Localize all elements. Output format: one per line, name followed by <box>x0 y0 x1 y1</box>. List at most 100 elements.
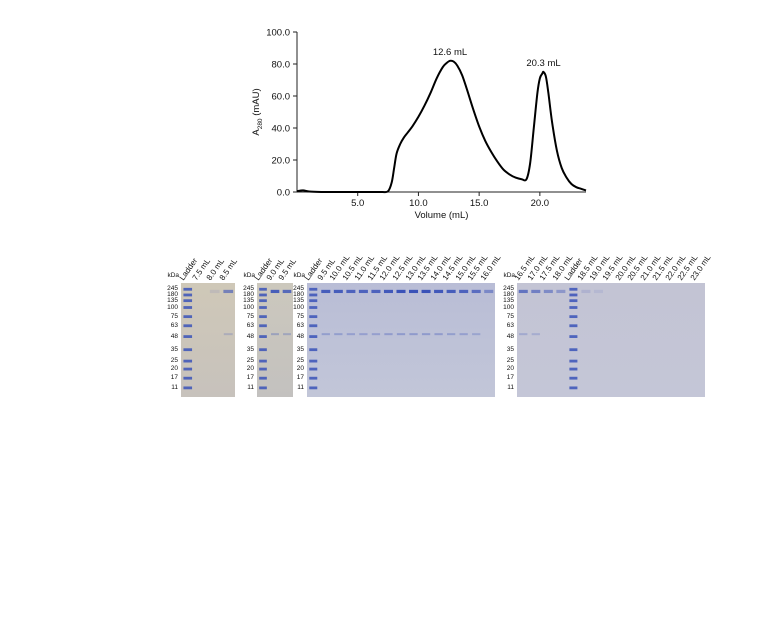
sample-band <box>543 289 553 294</box>
sample-band <box>409 333 418 336</box>
ladder-band <box>183 335 193 338</box>
kda-marker-label: 135 <box>243 296 254 304</box>
kda-marker-label: 100 <box>293 303 304 311</box>
sample-band <box>333 289 343 294</box>
x-tick-label: 5.0 <box>351 198 364 209</box>
ladder-band <box>259 287 267 291</box>
ladder-band <box>309 324 318 328</box>
sample-band <box>209 289 220 294</box>
gel-image <box>517 283 705 397</box>
sample-band <box>383 289 393 294</box>
chromatogram-trace <box>296 59 587 194</box>
ladder-band <box>259 324 267 328</box>
ladder-band <box>309 386 318 390</box>
ladder-band <box>183 359 193 363</box>
ladder-band <box>183 324 193 328</box>
kda-marker-label: 100 <box>167 303 178 311</box>
ladder-band <box>259 306 267 309</box>
sample-band <box>282 289 292 294</box>
sample-band <box>283 333 291 336</box>
gel-panel-4: kDa 245 180 135 100 75 63 48 35 25 20 17 11 16.5 mL 17… <box>494 250 712 400</box>
gel-panel-3: kDa 245 180 135 100 75 63 48 35 25 20 17 11 Ladder 9.5… <box>285 250 502 400</box>
kda-marker-label: 48 <box>296 332 304 340</box>
ladder-band <box>569 386 578 390</box>
ladder-band <box>569 299 578 303</box>
kda-marker-label: 245 <box>293 285 304 293</box>
sample-band <box>581 289 591 294</box>
ladder-band <box>259 335 267 338</box>
ladder-band <box>183 367 193 371</box>
kda-marker-label: 17 <box>296 374 304 382</box>
ladder-band <box>259 386 267 390</box>
kda-marker-label: 245 <box>243 285 254 293</box>
ladder-band <box>569 293 578 297</box>
ladder-band <box>309 348 318 352</box>
y-axis-title: A280 (mAU) <box>251 88 264 135</box>
kda-marker-label: 180 <box>503 290 514 298</box>
sample-band <box>531 333 540 336</box>
ladder-band <box>569 287 578 291</box>
ladder-band <box>259 348 267 352</box>
kda-marker-label: 35 <box>170 345 178 353</box>
ladder-band <box>309 367 318 371</box>
sample-band <box>472 333 481 336</box>
kda-marker-label: 180 <box>167 290 178 298</box>
sample-band <box>321 289 331 294</box>
kda-marker-label: 17 <box>506 374 514 382</box>
kda-marker-label: 11 <box>171 383 178 391</box>
ladder-band <box>183 299 193 303</box>
gel-panel-1: kDa 245 180 135 100 75 63 48 35 25 20 17 11 Ladder 7.5… <box>158 250 239 400</box>
kda-marker-label: 135 <box>293 296 304 304</box>
kda-marker-label: 75 <box>246 312 254 320</box>
ladder-band <box>309 287 318 291</box>
kda-marker-label: 63 <box>170 321 178 329</box>
kda-marker-label: 48 <box>170 332 178 340</box>
ladder-band <box>259 299 267 303</box>
sample-band <box>371 333 381 336</box>
sample-band <box>446 333 456 336</box>
ladder-band <box>569 359 578 363</box>
sample-band <box>321 333 330 336</box>
ladder-band <box>309 306 318 309</box>
ladder-band <box>183 315 193 319</box>
kda-marker-label: 135 <box>167 296 178 304</box>
kda-marker-label: 63 <box>506 321 514 329</box>
sample-band <box>359 333 368 336</box>
ladder-band <box>309 335 318 338</box>
sample-band <box>409 289 419 294</box>
gel-image <box>257 283 293 397</box>
ladder-band <box>183 376 193 380</box>
kda-unit-label: kDa <box>293 272 305 279</box>
kda-marker-label: 20 <box>296 365 304 373</box>
kda-marker-label: 11 <box>247 383 254 391</box>
x-tick-label: 15.0 <box>470 198 489 209</box>
kda-marker-label: 245 <box>167 285 178 293</box>
sample-band <box>371 289 381 294</box>
sample-band <box>446 289 456 294</box>
x-tick-label: 10.0 <box>409 198 428 209</box>
ladder-band <box>569 367 578 371</box>
ladder-band <box>259 359 267 363</box>
kda-marker-label: 35 <box>246 345 254 353</box>
gel-background <box>517 283 705 397</box>
sample-band <box>459 289 469 294</box>
sample-band <box>519 333 528 336</box>
ladder-band <box>183 306 193 309</box>
sample-band <box>484 289 494 294</box>
sample-band <box>396 333 406 336</box>
kda-marker-label: 25 <box>296 357 304 365</box>
sample-band <box>334 333 343 336</box>
sample-band <box>434 333 443 336</box>
gel-panel-2: kDa 245 180 135 100 75 63 48 35 25 20 17 11 Ladder 9.0… <box>237 250 298 400</box>
kda-unit-label: kDa <box>503 272 515 279</box>
kda-marker-label: 20 <box>246 365 254 373</box>
ladder-band <box>569 335 578 338</box>
peak-annotation: 12.6 mL <box>433 47 467 58</box>
kda-marker-label: 25 <box>170 357 178 365</box>
kda-marker-label: 35 <box>506 345 514 353</box>
kda-marker-label: 245 <box>503 285 514 293</box>
kda-marker-label: 35 <box>296 345 304 353</box>
ladder-band <box>569 324 578 328</box>
gel-image <box>307 283 495 397</box>
